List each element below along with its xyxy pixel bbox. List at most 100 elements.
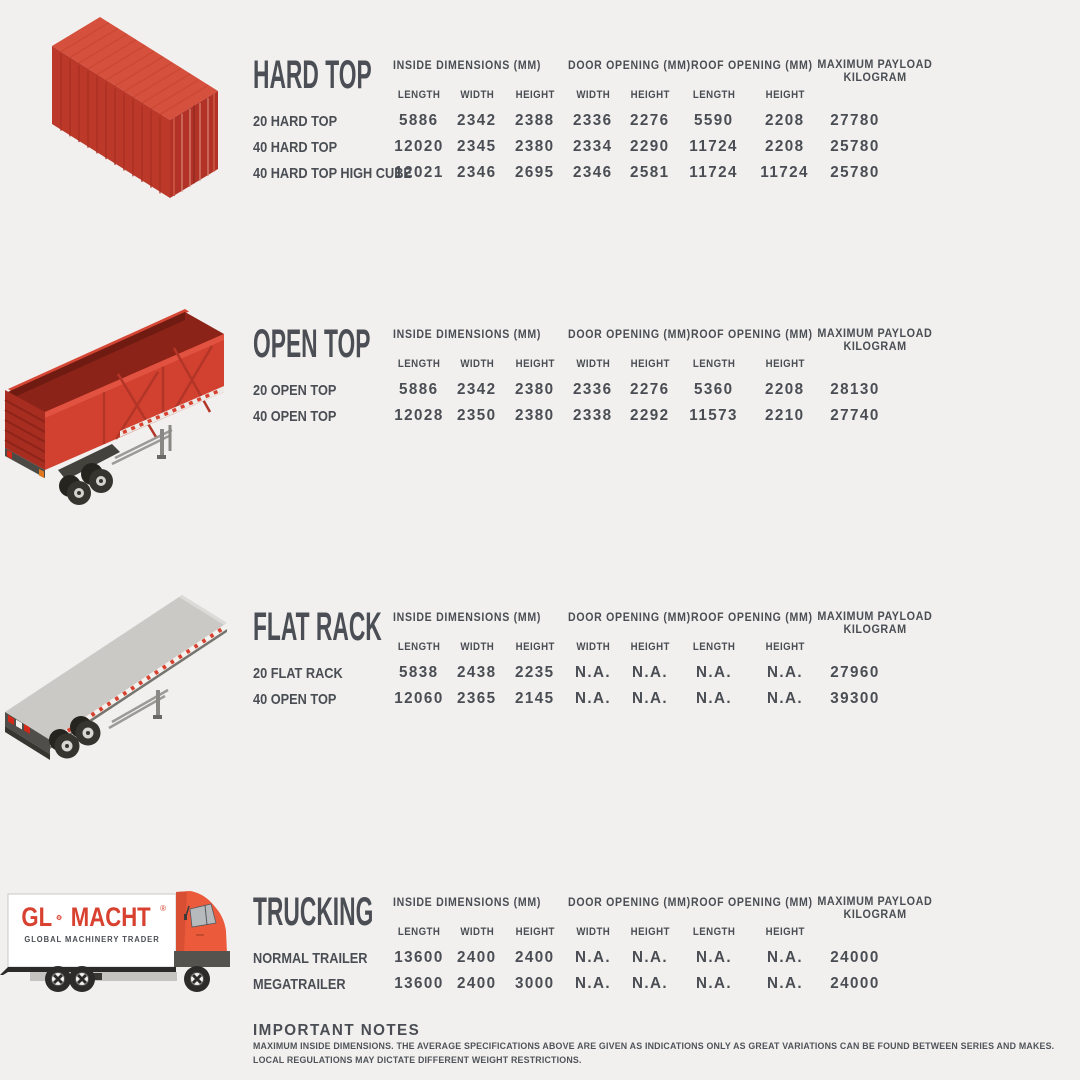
column-header-width: WIDTH [460,925,494,938]
section-title-open-top: OPEN TOP [253,322,371,366]
group-header-roof-opening: ROOF OPENING (MM) [691,610,813,624]
value-cell: 2210 [765,407,805,424]
flat-rack-trailer-illustration [5,595,227,760]
column-header-width: WIDTH [460,88,494,101]
hard-top-spec-table: INSIDE DIMENSIONS (MM) DOOR OPENING (MM) R… [253,55,933,186]
column-header-height: HEIGHT [515,88,555,101]
value-cell: 11573 [689,407,739,424]
column-header-height: HEIGHT [630,640,670,653]
value-cell: 2345 [457,138,497,155]
payload-value-cell: 27960 [830,664,880,681]
value-cell: N.A. [631,664,669,681]
column-header-height: HEIGHT [765,925,805,938]
column-header-height: HEIGHT [630,925,670,938]
column-header-length: LENGTH [692,925,736,938]
glomacht-box-truck-illustration: GL MACHT ® GLOBAL MACHINERY TRADER [0,878,250,1023]
group-header-maximum-payload: MAXIMUM PAYLOAD KILOGRAM [817,894,933,921]
column-header-length: LENGTH [692,640,736,653]
trademark-mark: ® [160,904,166,913]
value-cell: 2400 [515,949,555,966]
value-cell: 2336 [573,381,613,398]
group-header-maximum-payload: MAXIMUM PAYLOAD KILOGRAM [817,57,933,84]
value-cell: 2336 [573,112,613,129]
value-cell: 2346 [457,164,497,181]
value-cell: N.A. [766,690,804,707]
value-cell: 13600 [394,949,444,966]
value-cell: N.A. [631,949,669,966]
value-cell: 2581 [630,164,670,181]
value-cell: 5360 [694,381,734,398]
important-notes: IMPORTANT NOTES MAXIMUM INSIDE DIMENSION… [253,1022,1054,1067]
value-cell: 2342 [457,112,497,129]
group-header-maximum-payload: MAXIMUM PAYLOAD KILOGRAM [817,609,933,636]
group-header-inside-dimensions: INSIDE DIMENSIONS (MM) [393,610,542,624]
payload-value-cell: 24000 [830,949,880,966]
row-label: 20 FLAT RACK [253,664,343,682]
table-spacer [820,918,930,945]
column-header-width: WIDTH [576,925,610,938]
value-cell: 2338 [573,407,613,424]
brand-text-right: MACHT [70,902,151,932]
column-header-width: WIDTH [576,357,610,370]
value-cell: 5590 [694,112,734,129]
value-cell: 2292 [630,407,670,424]
column-header-width: WIDTH [460,357,494,370]
value-cell: 5886 [399,381,439,398]
column-header-height: HEIGHT [765,357,805,370]
value-cell: 5886 [399,112,439,129]
column-header-height: HEIGHT [515,640,555,653]
note-line: LOCAL REGULATIONS MAY DICTATE DIFFERENT … [253,1054,582,1065]
value-cell: 2346 [573,164,613,181]
group-header-door-opening: DOOR OPENING (MM) [568,610,691,624]
trucking-spec-table: INSIDE DIMENSIONS (MM) DOOR OPENING (MM) R… [253,892,933,997]
row-label: 40 HARD TOP HIGH CUBE [253,164,412,182]
value-cell: N.A. [766,664,804,681]
value-cell: N.A. [574,975,612,992]
value-cell: 2365 [457,690,497,707]
column-header-height: HEIGHT [765,88,805,101]
payload-value-cell: 24000 [830,975,880,992]
column-header-length: LENGTH [692,357,736,370]
value-cell: N.A. [766,949,804,966]
row-label: 40 OPEN TOP [253,690,337,708]
value-cell: 2342 [457,381,497,398]
payload-value-cell: 27780 [830,112,880,129]
value-cell: N.A. [766,975,804,992]
value-cell: 2380 [515,381,555,398]
value-cell: 2438 [457,664,497,681]
notes-title: IMPORTANT NOTES [253,1022,421,1039]
column-header-height: HEIGHT [765,640,805,653]
column-header-length: LENGTH [397,640,441,653]
value-cell: N.A. [631,690,669,707]
value-cell: 2208 [765,381,805,398]
section-title-hard-top: HARD TOP [253,53,372,97]
column-header-height: HEIGHT [630,88,670,101]
value-cell: 2276 [630,112,670,129]
value-cell: 13600 [394,975,444,992]
flat-rack-spec-table: INSIDE DIMENSIONS (MM) DOOR OPENING (MM) R… [253,607,933,712]
section-title-flat-rack: FLAT RACK [253,605,382,649]
value-cell: 2380 [515,138,555,155]
group-header-inside-dimensions: INSIDE DIMENSIONS (MM) [393,58,542,72]
value-cell: N.A. [695,975,733,992]
value-cell: 2290 [630,138,670,155]
group-header-door-opening: DOOR OPENING (MM) [568,895,691,909]
row-label: 40 HARD TOP [253,138,338,156]
column-header-height: HEIGHT [515,925,555,938]
table-spacer [820,633,930,660]
column-header-height: HEIGHT [630,357,670,370]
column-header-length: LENGTH [692,88,736,101]
brand-tagline: GLOBAL MACHINERY TRADER [24,935,160,944]
red-open-top-trailer-illustration [4,309,224,505]
value-cell: 3000 [515,975,555,992]
value-cell: 12020 [394,138,444,155]
payload-value-cell: 28130 [830,381,880,398]
value-cell: 11724 [689,138,739,155]
red-shipping-container-illustration [52,17,218,198]
value-cell: 11724 [689,164,739,181]
open-top-spec-table: INSIDE DIMENSIONS (MM) DOOR OPENING (MM) R… [253,324,932,429]
value-cell: 2208 [765,112,805,129]
value-cell: 2235 [515,664,555,681]
payload-value-cell: 39300 [830,690,880,707]
